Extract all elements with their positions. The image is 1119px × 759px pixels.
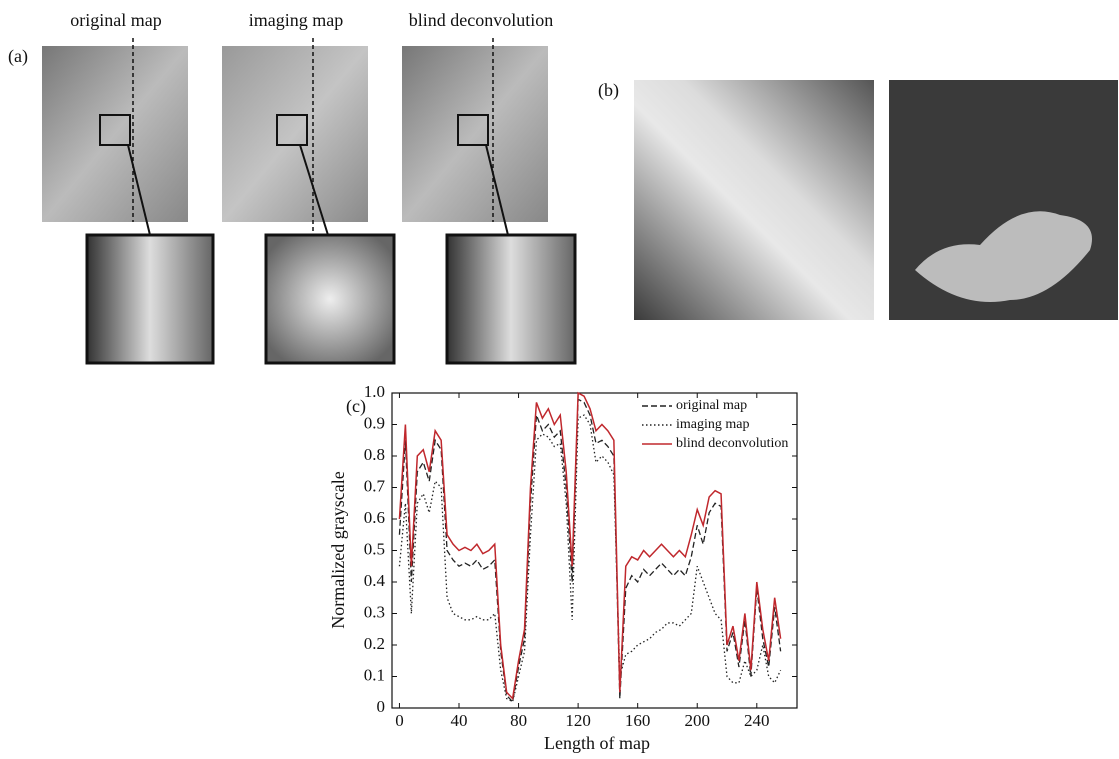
y-tick-label: 0.2 xyxy=(364,634,385,653)
figure: (a) original map imaging map blind decon… xyxy=(0,0,1119,754)
x-tick-label: 0 xyxy=(395,711,404,730)
x-axis-label: Length of map xyxy=(544,733,650,753)
panel-label: (b) xyxy=(598,80,619,101)
y-tick-label: 0 xyxy=(377,697,386,716)
legend-label: imaging map xyxy=(676,417,750,432)
panel-a: (a) original map imaging map blind decon… xyxy=(8,10,575,363)
x-tick-label: 240 xyxy=(744,711,770,730)
y-tick-label: 0.1 xyxy=(364,665,385,684)
y-tick-label: 1.0 xyxy=(364,382,385,401)
x-tick-label: 80 xyxy=(510,711,527,730)
image-title: imaging map xyxy=(249,10,343,30)
y-tick-label: 0.3 xyxy=(364,602,385,621)
image-title: blind deconvolution xyxy=(409,10,553,30)
y-tick-label: 0.7 xyxy=(364,476,386,495)
image xyxy=(634,80,874,320)
x-tick-label: 40 xyxy=(451,711,468,730)
panel-b: (b) xyxy=(598,80,1118,320)
image xyxy=(42,46,188,222)
x-tick-label: 120 xyxy=(565,711,591,730)
legend-label: original map xyxy=(676,398,747,413)
y-tick-label: 0.5 xyxy=(364,539,385,558)
y-tick-label: 0.8 xyxy=(364,445,385,464)
y-tick-label: 0.9 xyxy=(364,413,385,432)
image xyxy=(402,46,548,222)
x-tick-label: 160 xyxy=(625,711,651,730)
y-tick-label: 0.4 xyxy=(364,571,386,590)
image-title: original map xyxy=(70,10,161,30)
x-tick-label: 200 xyxy=(684,711,710,730)
panel-label: (a) xyxy=(8,46,28,67)
legend-label: blind deconvolution xyxy=(676,436,788,451)
zoom-image xyxy=(447,235,575,363)
zoom-image xyxy=(266,235,394,363)
y-axis-label: Normalized grayscale xyxy=(328,471,348,628)
zoom-image xyxy=(87,235,213,363)
y-tick-label: 0.6 xyxy=(364,508,385,527)
image xyxy=(222,46,368,222)
